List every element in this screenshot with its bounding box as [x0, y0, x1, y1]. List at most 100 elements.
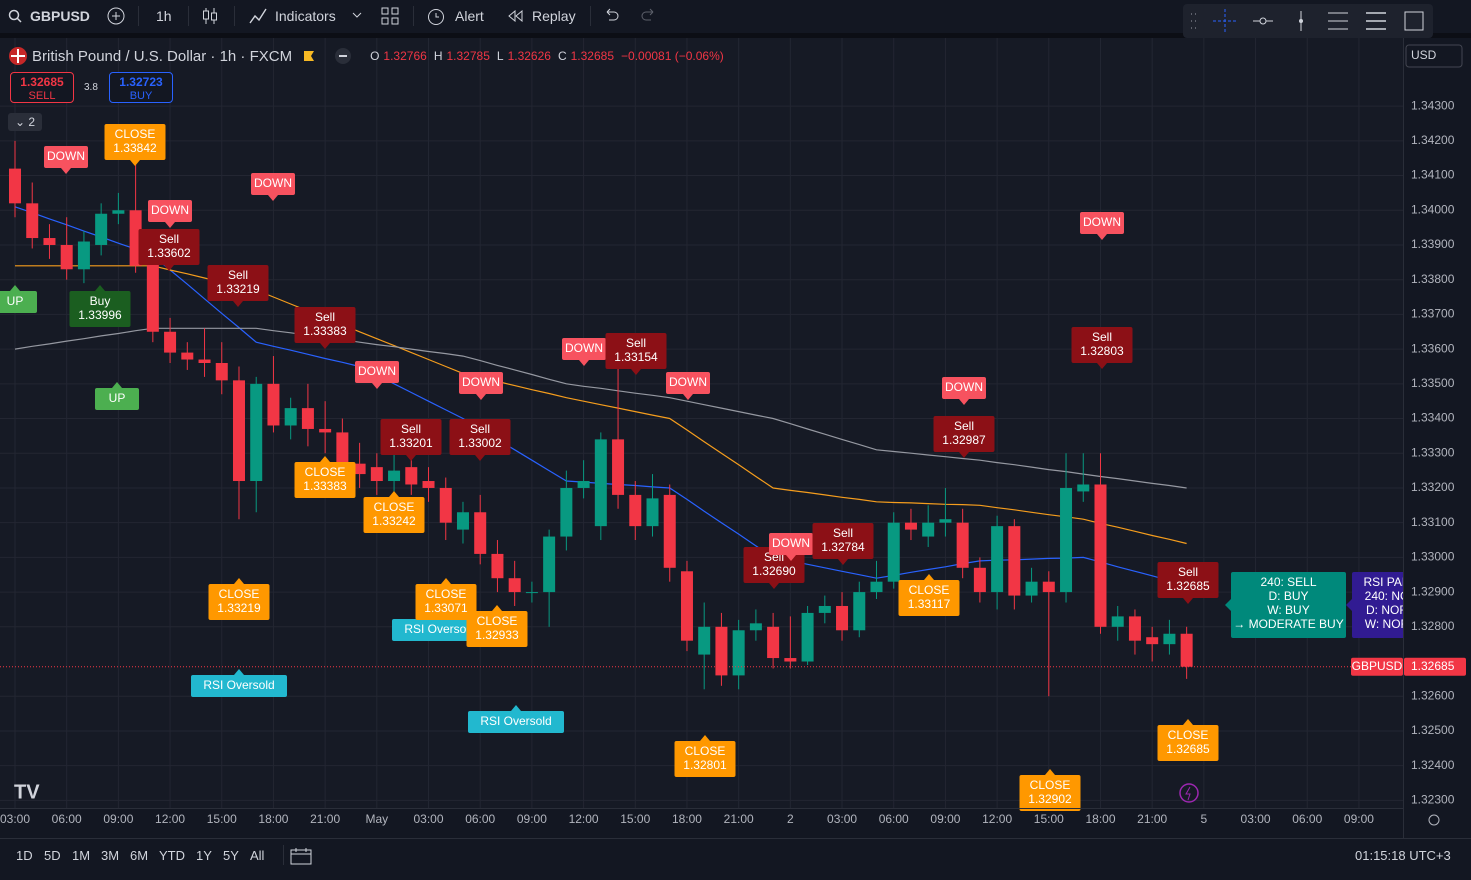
undo[interactable]	[603, 8, 619, 24]
signals: RSI Oversold RSI Oversold RSI Oversold DOWN…	[0, 124, 1219, 811]
candle-body	[594, 439, 607, 527]
signal-box	[466, 611, 528, 647]
buy-button[interactable]: 1.32723 BUY	[109, 72, 173, 103]
range-button[interactable]: All	[250, 848, 265, 863]
signal-text: CLOSE	[1168, 728, 1209, 742]
clock[interactable]: 01:15:18 UTC+3	[1355, 848, 1451, 863]
candle-body	[1094, 484, 1107, 627]
signal-text: Sell	[228, 268, 248, 282]
search-icon	[8, 9, 22, 23]
signal-text: 1.33002	[458, 436, 502, 450]
x-tick-label: 2	[787, 812, 794, 826]
signal-box	[1157, 562, 1219, 598]
signal-box	[562, 338, 606, 360]
signal-text: CLOSE	[477, 614, 518, 628]
symbol[interactable]: GBPUSD	[30, 8, 90, 24]
signal-box	[449, 419, 511, 455]
date-range-icon[interactable]	[290, 847, 312, 865]
add-symbol[interactable]	[106, 6, 126, 26]
signal-pointer	[130, 160, 140, 166]
candle-body	[353, 463, 366, 475]
interval[interactable]: 1h	[156, 8, 172, 24]
drawing-toolbar	[1183, 4, 1433, 38]
high-label: H	[433, 49, 443, 63]
signal-text: UP	[7, 294, 24, 308]
range-button[interactable]: YTD	[159, 848, 185, 863]
signal-pointer	[959, 399, 969, 405]
signal-text: RSI Oversold	[404, 622, 475, 636]
signal-label: DOWN	[355, 361, 399, 389]
x-tick-label: 18:00	[258, 812, 288, 826]
signal-box	[294, 307, 356, 343]
signal-text: Buy	[90, 294, 111, 308]
range-button[interactable]: 6M	[130, 848, 149, 863]
candle-body	[836, 605, 849, 631]
range-button[interactable]: 1Y	[196, 848, 212, 863]
candle-body	[784, 658, 797, 662]
signal-box	[769, 533, 813, 555]
signal-label: DOWN	[666, 372, 710, 400]
dropdown[interactable]	[352, 12, 362, 20]
buy-label: BUY	[129, 90, 153, 102]
candle-body	[1025, 581, 1038, 596]
moving-average	[14, 327, 1187, 489]
candle-body	[336, 432, 349, 468]
signal-text: DOWN	[47, 149, 85, 163]
range-button[interactable]: 1D	[16, 848, 33, 863]
settings-icon[interactable]	[1428, 814, 1440, 826]
candle-body	[629, 494, 642, 527]
indicators[interactable]: Indicators	[275, 8, 336, 24]
range-button[interactable]: 5Y	[223, 848, 239, 863]
y-tick-label: 1.32900	[1411, 584, 1455, 598]
flag-icon[interactable]	[302, 49, 316, 63]
y-tick-label: 1.34000	[1411, 202, 1455, 216]
alert[interactable]: Alert	[455, 8, 484, 24]
candle-body	[577, 481, 590, 488]
signal-text: CLOSE	[426, 587, 467, 601]
replay[interactable]: Replay	[532, 8, 576, 24]
y-tick-label: 1.33700	[1411, 307, 1455, 321]
x-tick-label: 03:00	[827, 812, 857, 826]
signal-pointer	[511, 705, 521, 711]
candle-body	[1163, 633, 1176, 645]
signal-text: 1.32902	[1028, 792, 1072, 806]
x-tick-label: 15:00	[1034, 812, 1064, 826]
panel-text: W: BUY	[1267, 603, 1309, 617]
currency-button[interactable]	[1405, 44, 1463, 68]
candle-body	[112, 210, 125, 214]
candle-body	[319, 428, 332, 433]
candle-body	[232, 380, 245, 482]
signal-label: DOWN	[459, 372, 503, 400]
collapse[interactable]	[334, 47, 352, 65]
signal-box	[1071, 327, 1133, 363]
lightning-icon[interactable]	[1179, 783, 1199, 803]
range-button[interactable]: 1M	[72, 848, 91, 863]
range-button[interactable]: 3M	[101, 848, 120, 863]
redo[interactable]	[641, 8, 657, 24]
signal-pointer	[320, 343, 330, 349]
candle-body	[250, 383, 263, 482]
signal-pointer	[233, 301, 243, 307]
signal-box	[942, 377, 986, 399]
candle-body	[301, 408, 314, 429]
candle-body	[853, 592, 866, 631]
open-label: O	[370, 49, 380, 63]
layouts-icon[interactable]	[381, 7, 399, 25]
range-button[interactable]: 5D	[44, 848, 61, 863]
sell-button[interactable]: 1.32685 SELL	[10, 72, 74, 103]
signal-text: 1.32685	[1166, 579, 1210, 593]
collapse-badge[interactable]: ⌄ 2	[8, 113, 42, 131]
signal-pointer	[492, 605, 502, 611]
signal-label: DOWN	[562, 338, 606, 366]
y-tick-label: 1.32600	[1411, 688, 1455, 702]
y-tick-label: 1.33400	[1411, 411, 1455, 425]
signal-pointer	[838, 559, 848, 565]
chart-type[interactable]	[201, 7, 219, 25]
